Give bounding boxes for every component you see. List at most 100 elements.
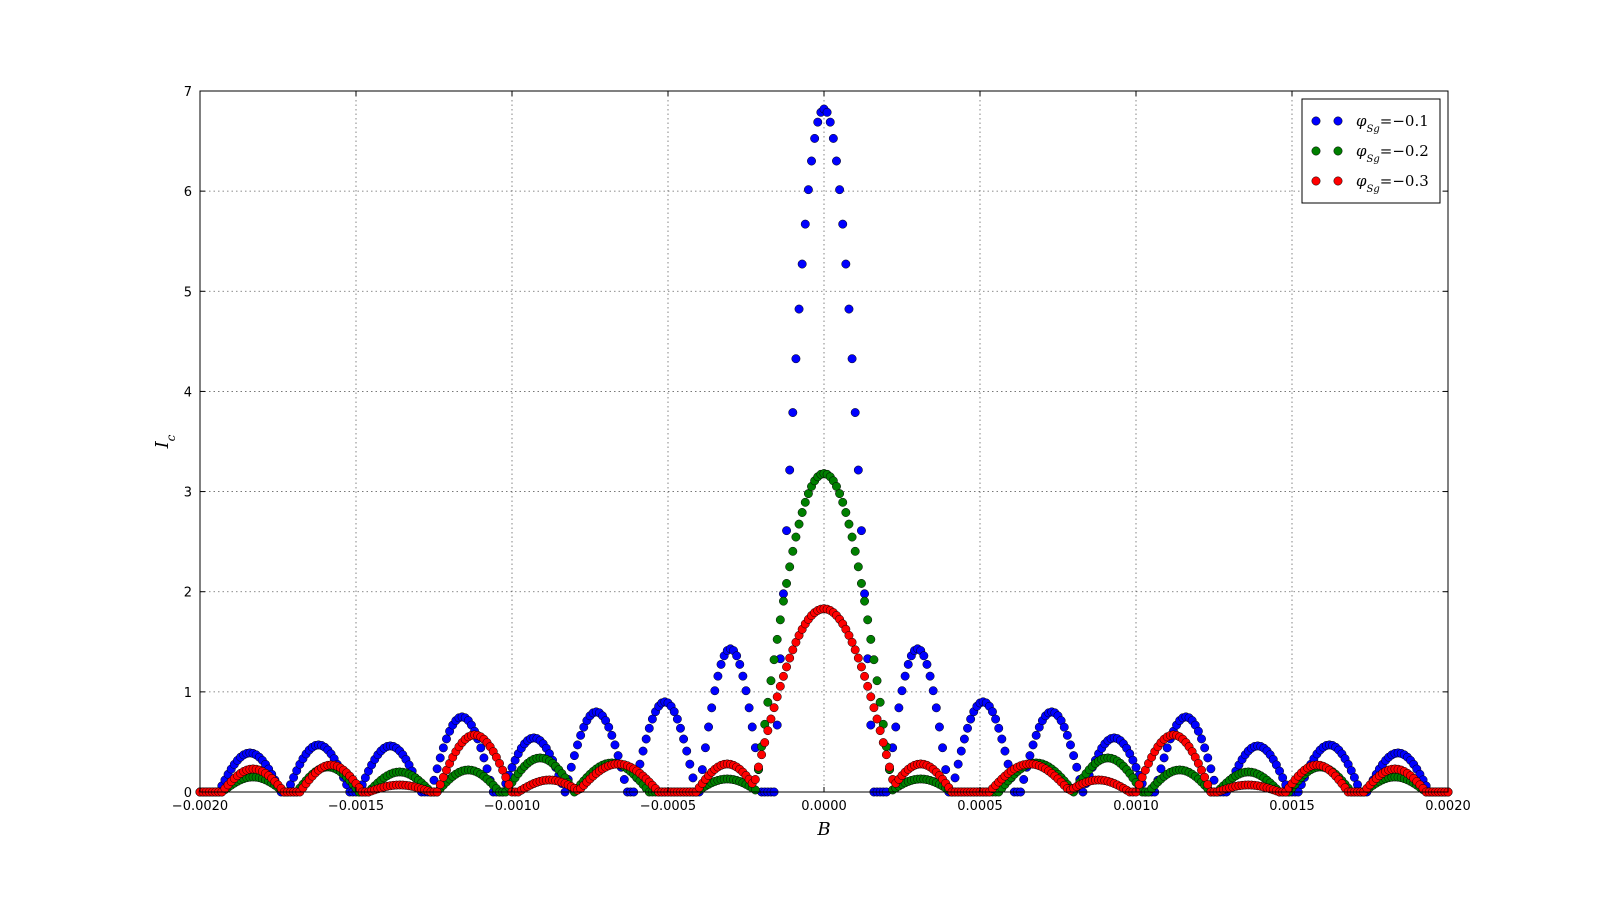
data-point: [1200, 743, 1210, 753]
data-point: [688, 773, 698, 783]
data-point: [782, 579, 792, 588]
data-point: [1069, 751, 1079, 761]
data-point: [950, 773, 960, 783]
data-point: [672, 714, 682, 724]
data-point: [707, 703, 717, 713]
data-point: [875, 697, 885, 707]
data-point: [619, 775, 629, 784]
data-point: [769, 703, 779, 713]
data-point: [919, 651, 929, 661]
data-point: [903, 659, 913, 669]
data-point: [860, 671, 870, 681]
data-point: [959, 734, 969, 744]
data-point: [700, 743, 710, 753]
data-point: [922, 659, 932, 669]
series-3: [195, 604, 1453, 797]
data-point: [863, 681, 873, 691]
data-point: [1193, 726, 1203, 736]
data-point: [785, 465, 795, 475]
data-point: [644, 723, 654, 733]
data-point: [853, 562, 863, 572]
data-point: [994, 723, 1004, 733]
data-point: [847, 532, 857, 542]
data-point: [504, 780, 514, 789]
data-point: [881, 750, 891, 760]
data-point: [841, 508, 851, 517]
data-point: [704, 722, 714, 732]
data-point: [847, 637, 857, 647]
data-point: [1000, 746, 1010, 756]
data-point: [1203, 753, 1213, 763]
data-point: [769, 655, 779, 665]
data-point: [800, 219, 810, 229]
data-point: [772, 720, 782, 730]
data-point: [991, 714, 1001, 724]
data-point: [438, 743, 448, 753]
data-point: [1206, 764, 1216, 774]
data-point: [966, 714, 976, 724]
data-point: [844, 304, 854, 314]
data-point: [997, 734, 1007, 744]
data-point: [1209, 775, 1219, 785]
data-point: [860, 589, 870, 599]
data-point: [807, 156, 816, 166]
data-point: [429, 775, 439, 785]
data-point: [744, 703, 754, 713]
data-point: [747, 722, 757, 732]
data-point: [566, 762, 576, 772]
data-point: [791, 354, 801, 364]
x-tick-label: 0.0010: [1113, 799, 1159, 814]
data-point: [573, 740, 582, 750]
legend-marker: [1333, 116, 1343, 126]
x-tick-label: 0.0000: [801, 799, 847, 814]
y-tick-label: 2: [184, 586, 192, 601]
data-point: [442, 734, 451, 744]
grid-lines: [200, 91, 1448, 792]
data-point: [856, 579, 866, 588]
data-point: [813, 117, 823, 127]
data-point: [1131, 763, 1141, 772]
legend-item: φSg=−0.2: [1311, 142, 1429, 165]
data-point: [479, 753, 489, 763]
data-point: [825, 117, 835, 127]
data-point: [897, 686, 907, 696]
data-point: [878, 738, 888, 748]
data-point: [835, 489, 845, 499]
legend: φSg=−0.1 φSg=−0.2 φSg=−0.3: [1301, 98, 1441, 204]
data-point: [713, 671, 723, 681]
data-point: [941, 765, 951, 775]
data-point: [613, 751, 623, 761]
x-tick-label: −0.0005: [640, 799, 696, 814]
data-point: [891, 722, 901, 732]
data-point: [872, 676, 882, 686]
data-point: [1156, 764, 1166, 774]
data-point: [797, 259, 807, 269]
data-point: [850, 546, 860, 556]
legend-marker: [1311, 176, 1321, 186]
data-point: [735, 659, 745, 669]
x-tick-label: 0.0015: [1269, 799, 1315, 814]
y-axis-label: Ic: [152, 434, 178, 449]
x-tick-label: −0.0015: [328, 799, 384, 814]
data-point: [669, 707, 679, 717]
data-point: [791, 532, 801, 542]
data-point: [732, 651, 742, 661]
data-point: [803, 185, 813, 195]
data-point: [847, 354, 857, 364]
data-point: [1059, 722, 1069, 732]
data-point: [772, 692, 782, 702]
data-point: [900, 671, 910, 681]
data-point: [794, 519, 804, 529]
data-point: [766, 714, 776, 724]
data-point: [697, 765, 707, 775]
data-point: [1062, 730, 1072, 740]
data-point: [710, 686, 720, 696]
data-point: [885, 762, 894, 772]
x-tick-label: −0.0010: [484, 799, 540, 814]
plot-frame: [199, 90, 1449, 793]
data-point: [482, 764, 492, 774]
data-point: [866, 692, 876, 702]
data-point: [828, 133, 838, 143]
data-point: [800, 497, 810, 507]
